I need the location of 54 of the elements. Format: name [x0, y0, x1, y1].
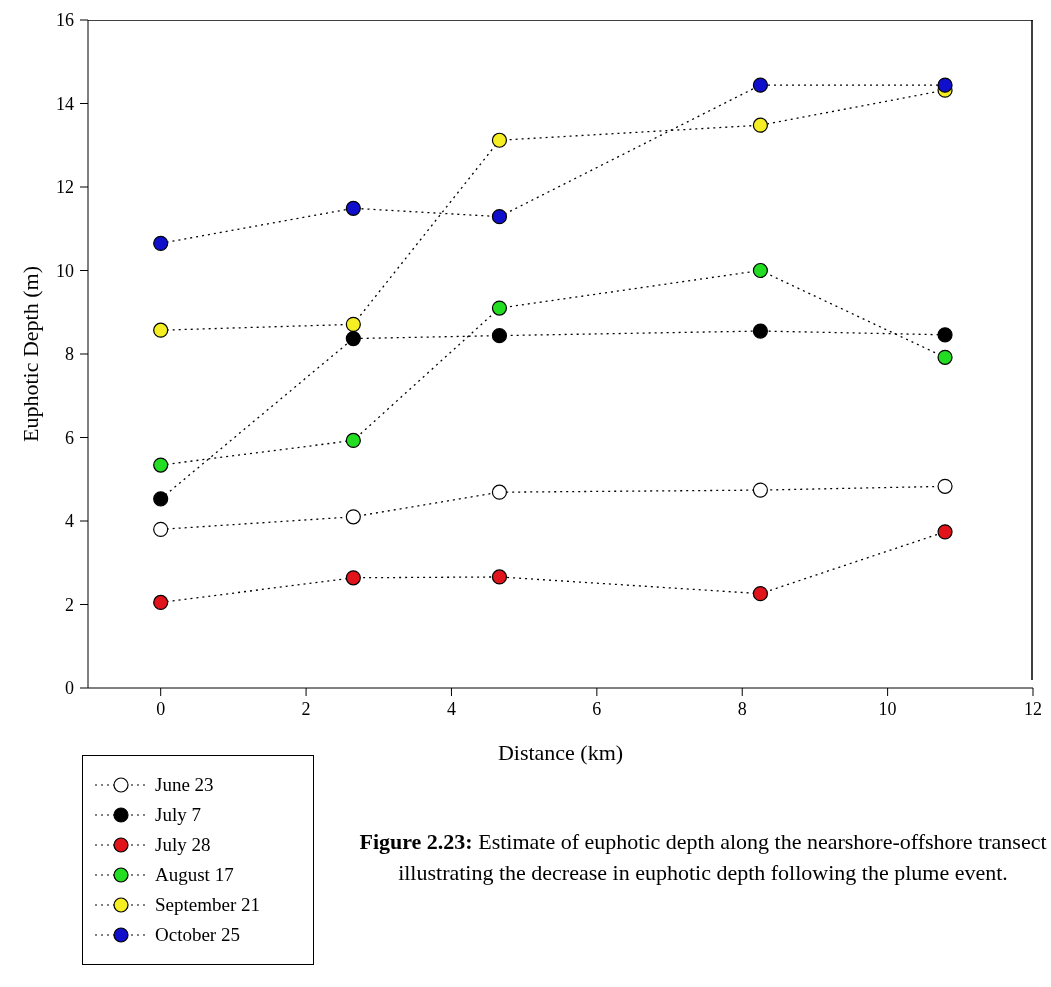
point — [345, 200, 361, 216]
x-tick-label: 8 — [737, 698, 747, 719]
y-tick-label: 4 — [65, 511, 74, 532]
point — [345, 330, 361, 347]
point — [491, 209, 508, 225]
x-tick-label: 2 — [301, 698, 311, 719]
legend-label: August 17 — [155, 864, 234, 886]
point — [345, 509, 361, 525]
point — [345, 432, 361, 449]
point — [153, 521, 169, 537]
point — [491, 132, 508, 148]
x-tick-label: 4 — [446, 698, 456, 719]
x-axis-title: Distance (km) — [497, 740, 624, 765]
caption: Figure 2.23: Estimate of euphotic depth along the nearshore-offshore transect illustrating the decrease in euphotic depth following the plume event. — [358, 828, 1048, 887]
point — [937, 77, 953, 93]
point — [153, 491, 169, 507]
y-tick-label: 0 — [65, 678, 74, 699]
point — [345, 316, 361, 332]
legend-label: October 25 — [155, 924, 240, 946]
y-tick-label: 14 — [56, 93, 74, 114]
y-tick-label: 2 — [65, 594, 74, 615]
y-tick-label: 16 — [56, 10, 74, 31]
point — [153, 235, 169, 251]
x-tick-label: 0 — [156, 698, 166, 719]
point — [345, 570, 361, 586]
y-tick-label: 8 — [65, 344, 74, 365]
point — [491, 328, 508, 344]
legend-label: September 21 — [155, 894, 261, 916]
y-tick-label: 10 — [56, 260, 74, 281]
point — [752, 323, 768, 339]
point — [491, 569, 508, 585]
point — [752, 262, 768, 279]
point — [491, 484, 508, 500]
legend-label: July 28 — [155, 834, 211, 856]
y-axis-title: Euphotic Depth (m) — [17, 266, 43, 442]
point — [752, 77, 768, 93]
x-tick-label: 6 — [592, 698, 602, 719]
point — [752, 586, 768, 602]
point — [937, 524, 953, 540]
point — [153, 457, 169, 473]
point — [491, 300, 508, 316]
y-tick-label: 6 — [65, 427, 74, 448]
point — [752, 482, 768, 498]
point — [937, 327, 953, 343]
x-tick-label: 12 — [1024, 698, 1042, 719]
point — [153, 322, 169, 338]
point — [752, 117, 768, 133]
point — [153, 594, 169, 611]
point — [937, 349, 953, 365]
x-tick-label: 10 — [878, 698, 897, 719]
legend-label: July 7 — [155, 804, 201, 826]
legend-label: June 23 — [155, 774, 214, 796]
y-tick-label: 12 — [56, 177, 74, 198]
point — [937, 478, 953, 494]
